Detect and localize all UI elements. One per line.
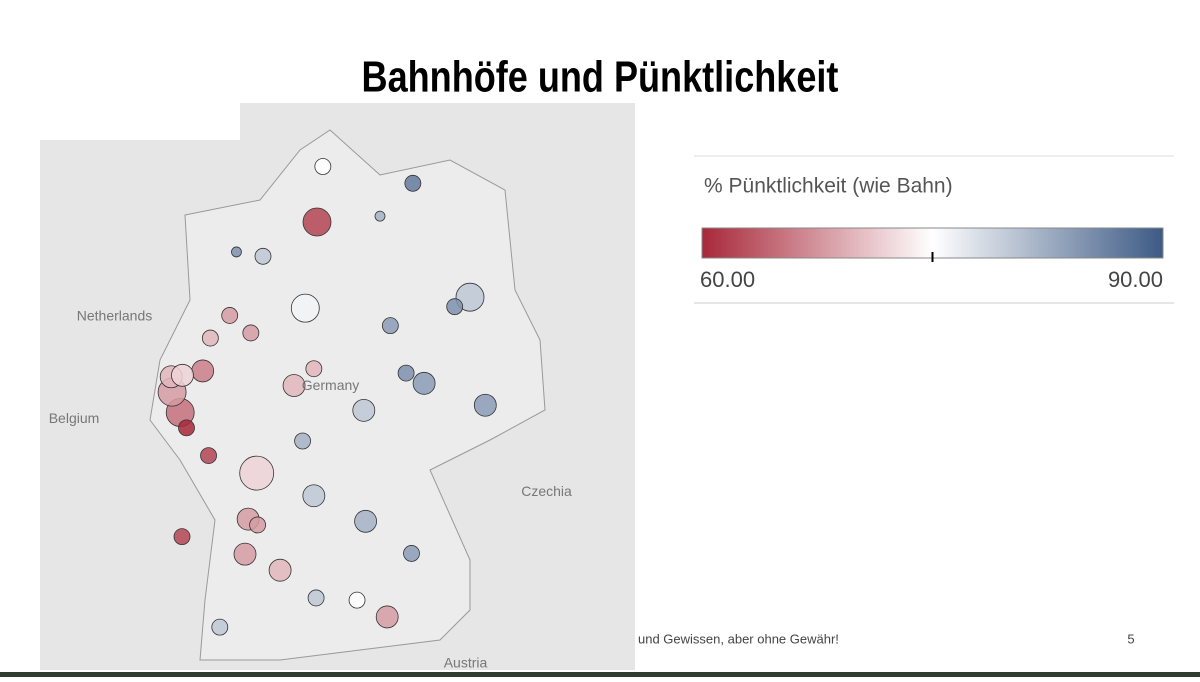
station — [307, 589, 325, 607]
station — [249, 516, 267, 534]
station — [290, 293, 320, 323]
station — [403, 545, 420, 562]
station — [404, 174, 422, 192]
station — [348, 591, 366, 609]
station — [191, 359, 215, 383]
station — [233, 542, 257, 566]
station — [178, 419, 195, 437]
station — [254, 247, 272, 265]
station — [200, 447, 217, 465]
station — [314, 158, 332, 175]
footer-note: und Gewissen, aber ohne Gewähr! — [638, 631, 839, 646]
map-label: Germany — [302, 377, 360, 393]
station — [352, 398, 376, 422]
legend-max: 90.00 — [1108, 267, 1163, 292]
station — [374, 210, 386, 222]
page-number: 5 — [1127, 631, 1134, 646]
station — [302, 484, 326, 508]
map-label: Austria — [444, 654, 488, 670]
station — [239, 455, 275, 491]
station — [397, 364, 415, 382]
stations — [157, 158, 497, 636]
station — [268, 558, 292, 582]
bottom-bar — [0, 672, 1200, 677]
station — [171, 363, 194, 387]
station — [302, 207, 332, 237]
legend-min: 60.00 — [700, 267, 755, 292]
station — [201, 329, 219, 347]
station — [354, 509, 378, 533]
station — [412, 371, 436, 395]
station — [446, 298, 464, 316]
station — [294, 432, 312, 450]
station — [455, 282, 485, 312]
station — [231, 246, 242, 258]
station — [381, 317, 399, 335]
legend-title: % Pünktlichkeit (wie Bahn) — [704, 175, 953, 198]
station — [305, 360, 323, 378]
station — [173, 528, 191, 546]
station — [375, 605, 399, 629]
slide-title: Bahnhöfe und Pünktlichkeit — [362, 52, 839, 101]
map-label: Belgium — [49, 410, 100, 426]
station — [211, 618, 229, 636]
station — [242, 324, 260, 342]
station — [473, 393, 497, 417]
sea — [40, 103, 240, 140]
map: Netherlands Germany Belgium Czechia Austria — [40, 103, 635, 670]
map-label: Netherlands — [77, 308, 153, 324]
map-label: Czechia — [521, 483, 572, 499]
station — [282, 374, 306, 397]
station — [221, 307, 239, 324]
